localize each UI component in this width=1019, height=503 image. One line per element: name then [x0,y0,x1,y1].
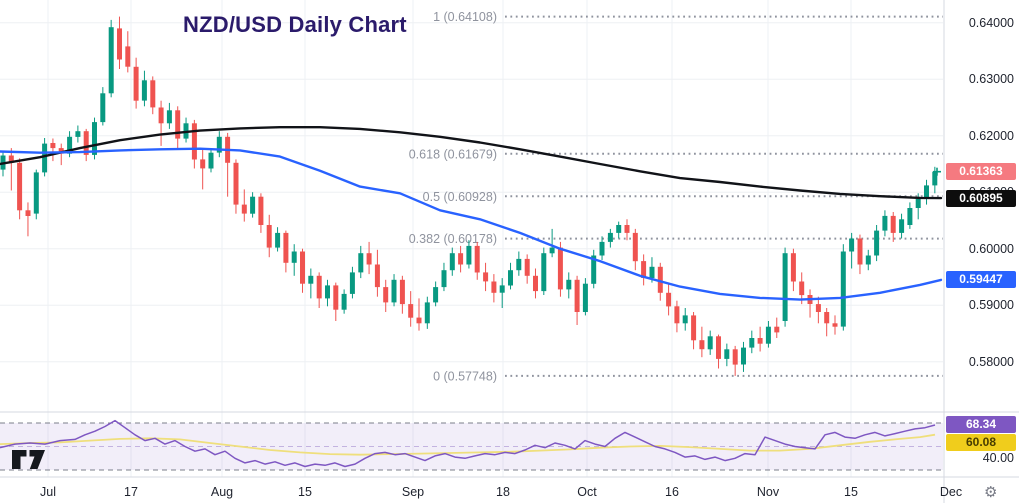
grid-lines [0,0,943,477]
time-tick-label: Oct [577,485,597,499]
fast-ma-blue [0,147,943,301]
fib-level-label: 0.382 (0.60178) [409,232,497,246]
price-tick-label: 0.62000 [968,128,1014,143]
time-tick-label: Sep [401,485,425,499]
fib-level-label: 0.5 (0.60928) [423,190,497,204]
time-tick-label: 16 [665,485,679,499]
fib-level-label: 1 (0.64108) [433,10,497,24]
rsi-line [0,419,936,468]
fib-level-label: 0.618 (0.61679) [409,147,497,161]
rsi-ma-line [0,433,936,456]
time-tick-label: Aug [210,485,234,499]
settings-gear-icon[interactable]: ⚙ [984,484,998,501]
price-tick-label: 0.64000 [968,15,1014,30]
price-tick-label: 0.59000 [968,298,1014,313]
last-price-marker [933,167,941,176]
black-ma-badge: 0.60895 [946,189,1016,207]
time-tick-label: 18 [496,485,510,499]
time-tick-label: 17 [124,485,138,499]
rsi-value-badge: 68.34 [946,416,1016,434]
time-tick-label: Nov [756,485,780,499]
time-tick-label: 15 [844,485,858,499]
fib-retracement: 1 (0.64108) 0.618 (0.61679) 0.5 (0.60928) 0… [409,10,943,383]
chart-title: NZD/USD Daily Chart [183,12,407,37]
blue-ma-badge: 0.59447 [946,271,1016,289]
slow-ma-black [0,126,943,200]
rsi-tick-label: 40.00 [982,451,1014,466]
last-price-badge: 0.61363 [946,163,1016,181]
price-tick-label: 0.60000 [968,241,1014,256]
time-tick-label: 15 [298,485,312,499]
candlestick-series [0,16,938,376]
time-tick-label: Dec [939,485,963,499]
rsi-ma-badge: 60.08 [946,434,1016,452]
price-tick-label: 0.63000 [968,72,1014,87]
rsi-indicator [0,419,943,471]
tradingview-logo[interactable] [12,450,46,469]
fib-level-label: 0 (0.57748) [433,369,497,383]
price-tick-label: 0.58000 [968,354,1014,369]
time-tick-label: Jul [40,485,56,499]
